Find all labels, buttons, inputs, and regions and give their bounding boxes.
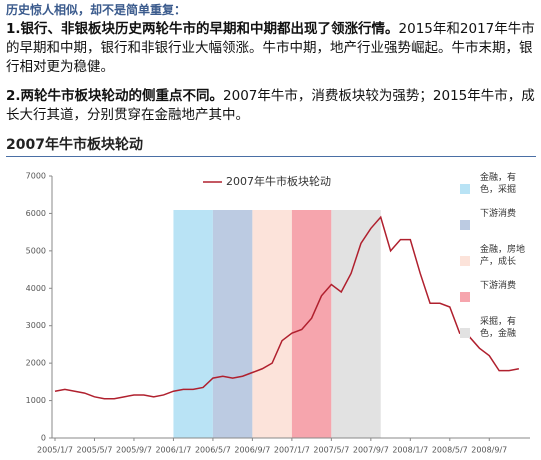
y-tick-label: 7000 [26,172,46,181]
x-tick-label: 2005/9/7 [116,446,152,455]
x-tick-label: 2008/1/7 [392,446,428,455]
legend-label: 下游消费 [480,209,517,219]
x-tick-label: 2007/9/7 [353,446,389,455]
y-tick-label: 6000 [26,209,46,218]
x-tick-label: 2005/1/7 [37,446,73,455]
y-tick-label: 1000 [26,396,46,405]
legend-label: 采掘，有色，金融 [480,317,517,339]
period-band [252,210,292,438]
x-tick-label: 2006/1/7 [155,446,191,455]
chart-title: 2007年牛市板块轮动 [6,134,536,157]
paragraph-text: 2015年和2017年牛市的早期和中期，银行和非银行业大幅领涨。牛市中期，地产行… [6,21,535,75]
paragraph-text: 2007年牛市，消费板块较为强势；2015年牛市，成长大行其道，分别贯穿在金融地… [6,88,535,123]
legend-swatch [460,184,470,194]
legend-swatch [460,256,470,266]
y-tick-label: 5000 [26,246,46,255]
chart: 0 1000 2000 3000 4000 5000 6000 7000 2005/1/7 200… [26,172,530,455]
y-tick-label: 0 [41,434,46,443]
paragraph-lead: 1.银行、非银板块历史两轮牛市的早期和中期都出现了领涨行情。 [6,21,399,37]
paragraph-lead: 2.两轮牛市板块轮动的侧重点不同。 [6,88,224,104]
x-tick-label: 2007/5/7 [313,446,349,455]
legend-swatch [460,220,470,230]
legend-label: 金融，房地产，成长 [480,245,526,267]
x-tick-label: 2006/5/7 [195,446,231,455]
legend-swatch [460,292,470,302]
x-tick-label: 2008/9/7 [471,446,507,455]
period-band [291,210,332,438]
legend-label: 金融，有色，采掘 [480,173,517,195]
legend-swatch [460,328,470,338]
paragraph: 2.两轮牛市板块轮动的侧重点不同。2007年牛市，消费板块较为强势；2015年牛… [6,87,536,125]
period-band [212,210,253,438]
x-tick-label: 2007/1/7 [274,446,310,455]
period-band [331,210,381,438]
y-tick-label: 4000 [26,284,46,293]
x-tick-label: 2008/5/7 [432,446,468,455]
period-band [173,210,213,438]
x-tick-label: 2005/5/7 [77,446,113,455]
y-tick-label: 3000 [26,321,46,330]
document: 历史惊人相似，却不是简单重复： 1.银行、非银板块历史两轮牛市的早期和中期都出现… [6,2,536,125]
heading: 历史惊人相似，却不是简单重复： [6,3,187,17]
paragraph: 1.银行、非银板块历史两轮牛市的早期和中期都出现了领涨行情。2015年和2017… [6,20,536,77]
y-tick-label: 2000 [26,359,46,368]
x-tick-label: 2006/9/7 [234,446,270,455]
line [54,215,520,400]
legend-label: 2007年牛市板块轮动 [226,174,331,188]
legend-label: 下游消费 [480,281,517,291]
